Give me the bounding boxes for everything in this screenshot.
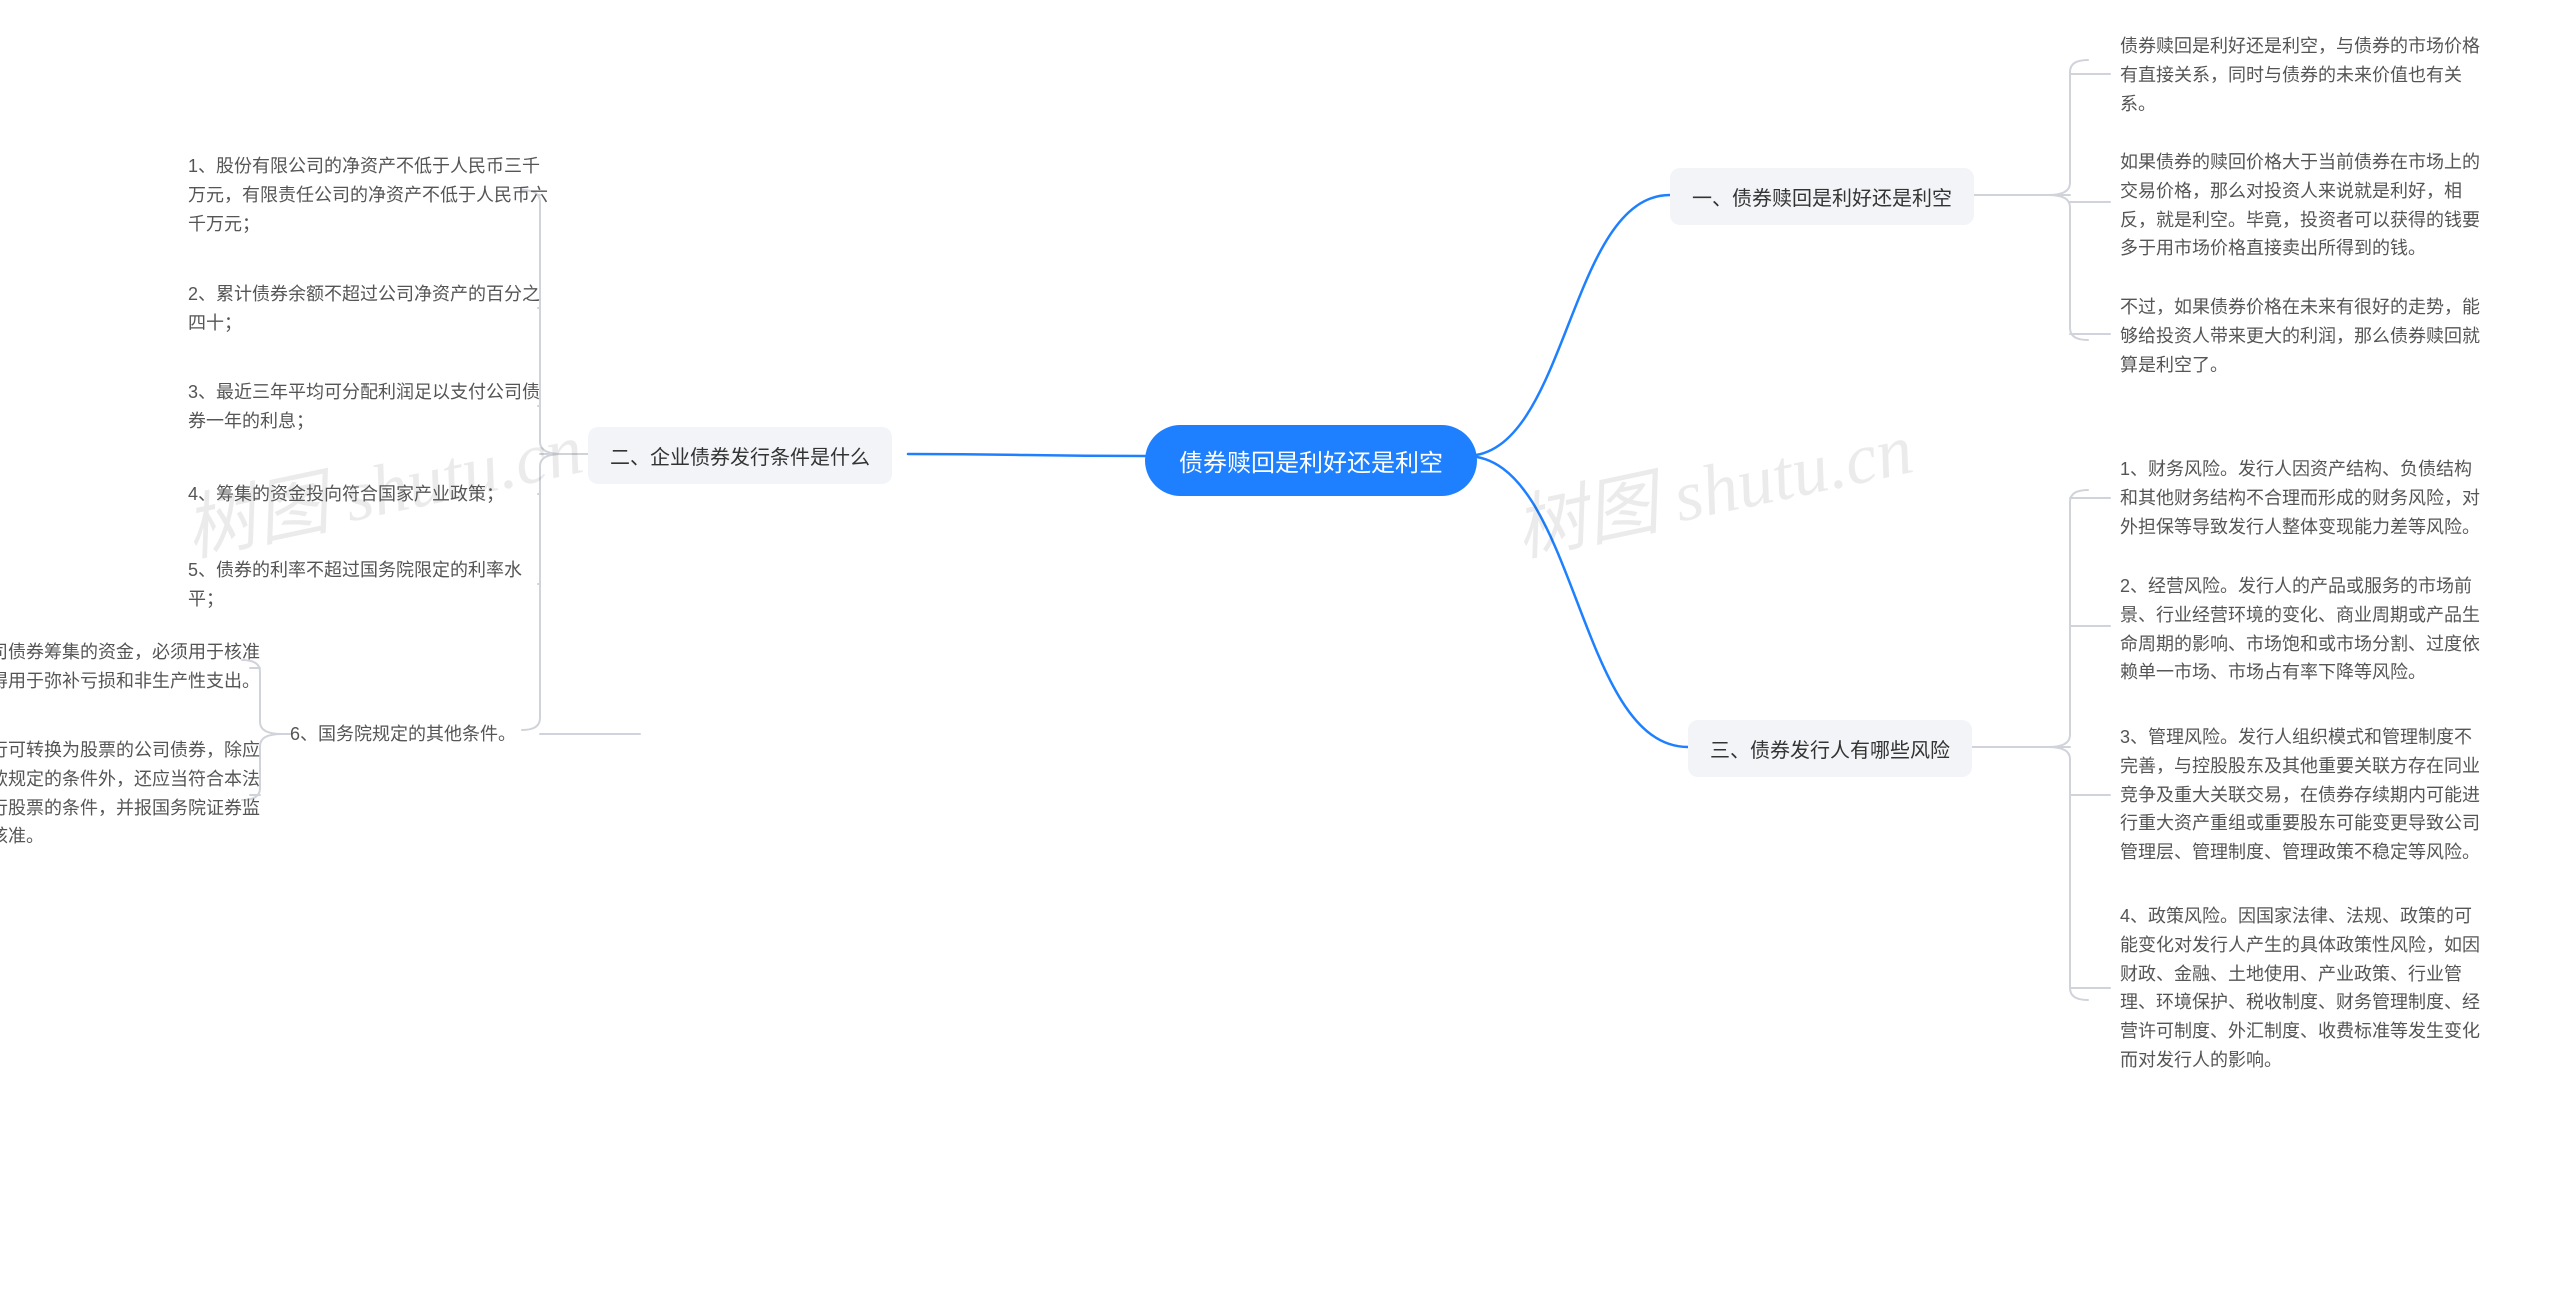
leaf-b2-1: 2、累计债券余额不超过公司净资产的百分之四十；	[188, 280, 548, 338]
leaf-b2-0: 1、股份有限公司的净资产不低于人民币三千万元，有限责任公司的净资产不低于人民币六…	[188, 152, 548, 238]
leaf-b1-1: 如果债券的赎回价格大于当前债券在市场上的交易价格，那么对投资人来说就是利好，相反…	[2120, 148, 2480, 263]
leaf-b3-3: 4、政策风险。因国家法律、法规、政策的可能变化对发行人产生的具体政策性风险，如因…	[2120, 902, 2480, 1075]
leaf-b3-0: 1、财务风险。发行人因资产结构、负债结构和其他财务结构不合理而形成的财务风险，对…	[2120, 455, 2480, 541]
leaf-b2-2: 3、最近三年平均可分配利润足以支付公司债券一年的利息；	[188, 378, 548, 436]
leaf-b2-5-0: 公开发行公司债券筹集的资金，必须用于核准的用途，不得用于弥补亏损和非生产性支出。	[0, 638, 260, 696]
leaf-b1-2: 不过，如果债券价格在未来有很好的走势，能够给投资人带来更大的利润，那么债券赎回就…	[2120, 293, 2480, 379]
mindmap-root[interactable]: 债券赎回是利好还是利空	[1145, 425, 1477, 496]
branch-b1[interactable]: 一、债券赎回是利好还是利空	[1670, 168, 1974, 225]
leaf-b2-4: 5、债券的利率不超过国务院限定的利率水平；	[188, 556, 548, 614]
branch-b2[interactable]: 二、企业债券发行条件是什么	[588, 427, 892, 484]
leaf-b2-3: 4、筹集的资金投向符合国家产业政策；	[188, 480, 504, 509]
leaf-b2-5-1: 上市公司发行可转换为股票的公司债券，除应当符合第一款规定的条件外，还应当符合本法…	[0, 736, 260, 851]
leaf-b1-0: 债券赎回是利好还是利空，与债券的市场价格有直接关系，同时与债券的未来价值也有关系…	[2120, 32, 2480, 118]
branch-b3[interactable]: 三、债券发行人有哪些风险	[1688, 720, 1972, 777]
leaf-b3-2: 3、管理风险。发行人组织模式和管理制度不完善，与控股股东及其他重要关联方存在同业…	[2120, 723, 2480, 867]
watermark-2: 树图 shutu.cn	[1503, 389, 1920, 576]
leaf-b2-5: 6、国务院规定的其他条件。	[290, 720, 516, 749]
leaf-b3-1: 2、经营风险。发行人的产品或服务的市场前景、行业经营环境的变化、商业周期或产品生…	[2120, 572, 2480, 687]
